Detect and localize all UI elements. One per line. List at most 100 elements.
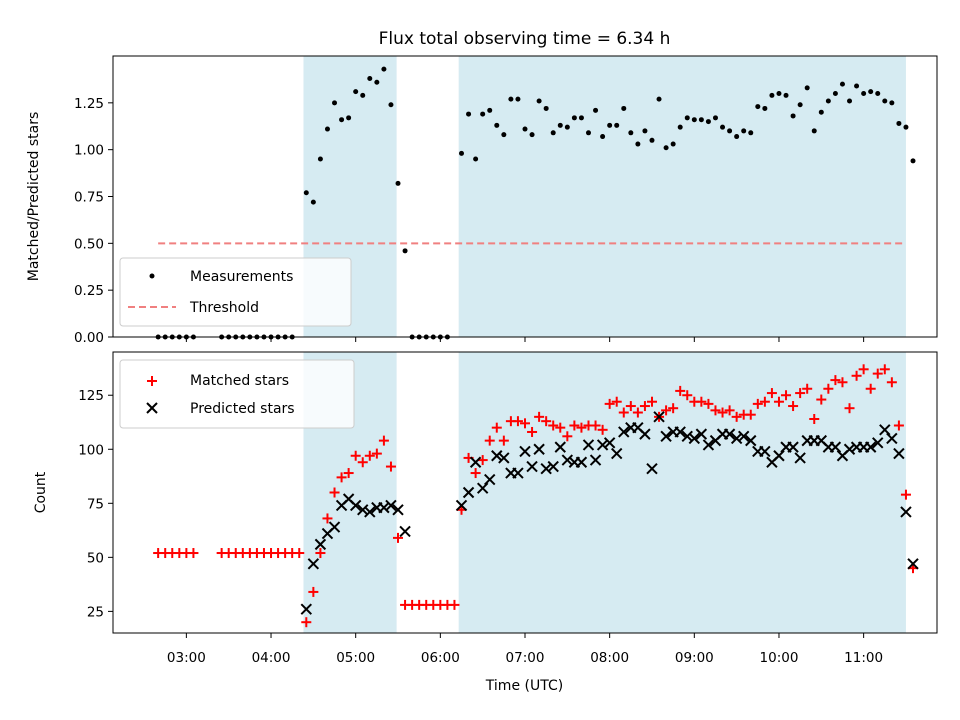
bottom-x-ticks: 03:00 04:00 05:00 06:00 07:00 08:00 09:00 10:00…: [167, 633, 883, 666]
measurement-point: [381, 66, 387, 72]
matched-star-point: [527, 426, 538, 437]
measurement-point: [910, 158, 916, 164]
matched-star-point: [717, 407, 728, 418]
measurement-point: [303, 190, 309, 196]
predicted-star-point: [596, 439, 609, 451]
matched-star-point: [682, 390, 693, 401]
predicted-star-point: [723, 428, 736, 440]
predicted-star-point: [455, 499, 468, 512]
x-b: [773, 450, 785, 462]
measurement-point: [825, 98, 831, 104]
legend-marker-predicted: [146, 402, 158, 414]
matched-star-point: [858, 364, 869, 375]
measurement-point: [374, 79, 380, 85]
top-shaded-intervals: [303, 56, 906, 337]
matched-star-point: [322, 513, 333, 524]
matched-star-point: [668, 403, 679, 414]
measurement-point: [310, 199, 316, 205]
top-legend: Measurements Threshold: [119, 257, 352, 327]
x-b: [364, 506, 376, 518]
matched-star-point: [865, 383, 876, 394]
bottom-y-ticks: 25 50 75 100 125: [78, 388, 113, 620]
measurement-point: [684, 115, 690, 121]
predicted-star-point: [533, 443, 545, 455]
y-tick-label: 0.25: [74, 283, 104, 299]
x-b: [484, 473, 496, 486]
predicted-star-point: [872, 437, 884, 449]
matched-star-point: [378, 435, 389, 446]
x-b: [519, 445, 531, 458]
predicted-star-point: [378, 501, 390, 514]
top-y-axis-label: Matched/Predicted stars: [26, 112, 42, 282]
measurement-point: [741, 128, 747, 134]
measurement-point: [720, 124, 726, 130]
x-tick-label: 06:00: [421, 650, 460, 666]
matched-star-point: [872, 368, 883, 379]
predicted-star-point: [618, 426, 630, 438]
x-tick-label: 08:00: [590, 650, 629, 666]
measurement-point: [480, 111, 486, 117]
measurement-point: [402, 248, 408, 254]
matched-star-point: [759, 396, 770, 407]
legend-label-matched: Matched stars: [190, 373, 289, 389]
measurement-point: [783, 92, 789, 98]
y-tick-label: 1.00: [74, 143, 104, 159]
x-b: [328, 521, 341, 533]
predicted-star-point: [469, 456, 482, 468]
matched-star-point: [795, 388, 806, 399]
y-tick-label: 25: [87, 604, 104, 620]
x-b: [723, 428, 736, 440]
legend-label-predicted: Predicted stars: [190, 401, 295, 417]
matched-star-point: [752, 398, 763, 409]
predicted-star-point: [582, 439, 595, 451]
matched-star-point: [886, 377, 897, 388]
x-b: [462, 486, 475, 499]
predicted-star-point: [512, 467, 524, 479]
x-b: [554, 441, 566, 453]
matched-star-point: [477, 455, 488, 466]
predicted-star-point: [745, 434, 757, 447]
matched-star-point: [731, 411, 742, 422]
x-b: [618, 426, 630, 438]
matched-star-point: [336, 472, 347, 483]
matched-star-point: [315, 548, 326, 559]
measurement-point: [748, 130, 754, 136]
measurement-point: [557, 122, 563, 128]
predicted-star-point: [900, 506, 912, 518]
measurement-point: [395, 180, 401, 186]
shaded-interval-2: [458, 352, 906, 633]
x-b: [533, 443, 545, 455]
measurement-point: [811, 128, 817, 134]
predicted-star-point: [385, 499, 397, 512]
x-b: [787, 441, 799, 453]
predicted-star-point: [491, 450, 503, 462]
matched-star-point: [364, 450, 375, 461]
legend-label-threshold: Threshold: [189, 300, 259, 316]
top-panel: 0.00 0.25 0.50 0.75 1.00 1.25 Matched/Predict…: [26, 55, 938, 346]
measurement-point: [705, 119, 711, 125]
matched-star-point: [548, 420, 559, 431]
top-legend-box: [119, 257, 352, 327]
measurement-point: [832, 90, 838, 96]
predicted-star-point: [639, 428, 651, 440]
predicted-star-point: [660, 430, 672, 443]
matched-star-point: [900, 489, 911, 500]
legend-marker-measurements: [149, 273, 155, 279]
x-b: [314, 538, 327, 551]
x-b: [540, 463, 552, 475]
matched-star-point: [745, 409, 756, 420]
predicted-star-point: [653, 411, 665, 423]
matched-star-point: [802, 383, 813, 394]
measurement-point: [663, 145, 669, 151]
predicted-star-point: [829, 441, 842, 453]
predicted-star-point: [561, 454, 574, 466]
measurement-point: [332, 100, 338, 106]
measurement-point: [529, 132, 535, 138]
measurement-point: [360, 92, 366, 98]
x-b: [611, 447, 623, 460]
matched-star-point: [893, 420, 904, 431]
measurement-point: [847, 98, 853, 104]
predicted-stars-series: [300, 411, 919, 615]
x-b: [674, 426, 686, 438]
predicted-star-point: [674, 426, 686, 438]
